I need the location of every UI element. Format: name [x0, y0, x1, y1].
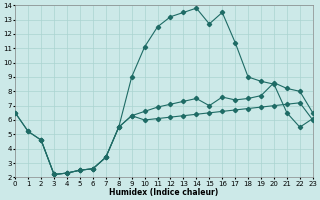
X-axis label: Humidex (Indice chaleur): Humidex (Indice chaleur) [109, 188, 219, 197]
